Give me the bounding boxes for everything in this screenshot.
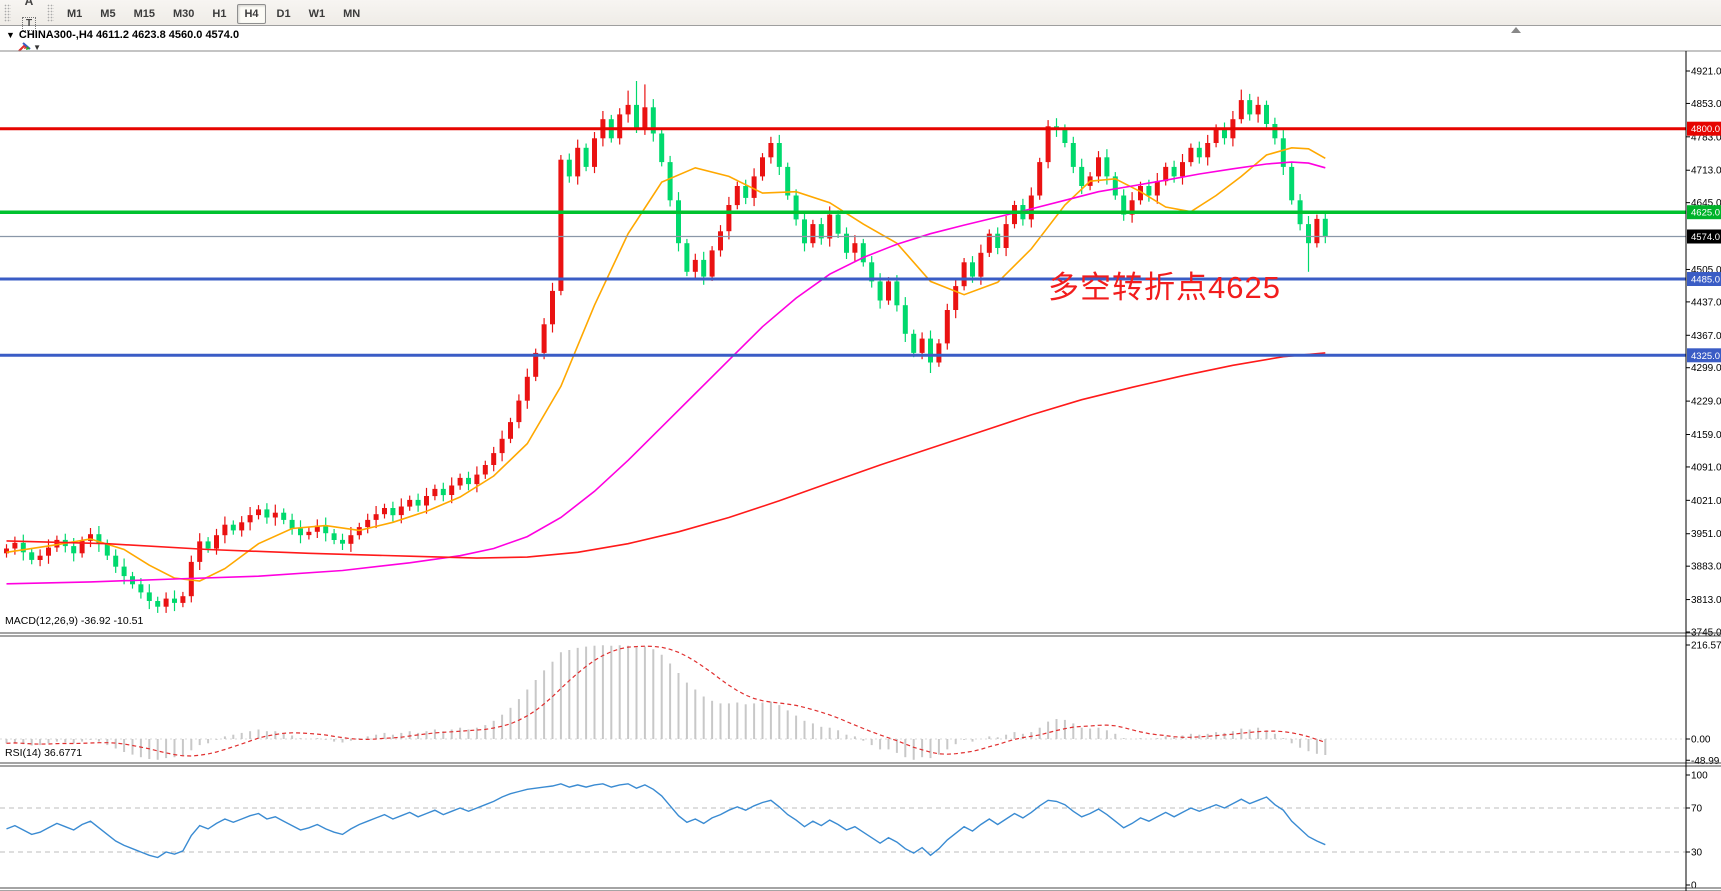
panel-borders	[0, 50, 1721, 891]
svg-text:4783.0: 4783.0	[1691, 132, 1721, 143]
svg-text:4325.0: 4325.0	[1691, 351, 1720, 362]
svg-text:4437.0: 4437.0	[1691, 297, 1721, 308]
svg-text:30: 30	[1691, 848, 1703, 859]
price-badge	[1687, 205, 1721, 220]
tf-button-W1[interactable]: W1	[308, 7, 326, 20]
svg-text:4159.0: 4159.0	[1691, 430, 1721, 441]
candles-layer	[4, 81, 1328, 613]
svg-text:3813.0: 3813.0	[1691, 595, 1721, 606]
svg-text:4713.0: 4713.0	[1691, 166, 1721, 177]
chart-area[interactable]: 4921.0 4853.0 4783.0 4713.0 4645.0 4505.0 4437…	[0, 25, 1721, 891]
price-badge	[1687, 121, 1721, 136]
toolbar-grip-2[interactable]	[47, 3, 54, 22]
svg-text:4367.0: 4367.0	[1691, 331, 1721, 342]
svg-text:4505.0: 4505.0	[1691, 265, 1721, 276]
svg-text:100: 100	[1691, 771, 1708, 782]
price-badge	[1687, 272, 1721, 286]
svg-text:4091.0: 4091.0	[1691, 462, 1721, 473]
svg-text:3883.0: 3883.0	[1691, 562, 1721, 573]
svg-text:4853.0: 4853.0	[1691, 99, 1721, 110]
fast-ma-orange	[6, 146, 1326, 582]
svg-text:216.57: 216.57	[1691, 641, 1721, 652]
svg-text:0: 0	[1691, 881, 1697, 891]
text-label-icon[interactable]: A	[24, 0, 34, 8]
svg-text:4574.0: 4574.0	[1691, 232, 1720, 243]
macd-panel: 216.57 0.00 -48.99	[0, 641, 1721, 767]
toolbar-grip[interactable]	[4, 3, 11, 22]
macd-indicator-label: MACD(12,26,9) -36.92 -10.51	[5, 615, 144, 627]
price-axis: 4921.0 4853.0 4783.0 4713.0 4645.0 4505.0 4437…	[1686, 67, 1721, 639]
svg-text:4299.0: 4299.0	[1691, 363, 1721, 374]
tf-button-M30[interactable]: M30	[172, 7, 195, 20]
color-cycle-arrows-icon[interactable]: ▼	[16, 36, 42, 59]
tf-button-H1[interactable]: H1	[212, 7, 227, 20]
svg-text:4800.0: 4800.0	[1691, 124, 1720, 135]
quote-line: ▼ CHINA300-,H4 4611.2 4623.8 4560.0 4574.…	[6, 29, 239, 41]
chart-canvas[interactable]: 4921.0 4853.0 4783.0 4713.0 4645.0 4505.0 4437…	[0, 25, 1721, 891]
tf-button-H4[interactable]: H4	[237, 3, 266, 24]
svg-text:4921.0: 4921.0	[1691, 67, 1721, 78]
svg-text:4645.0: 4645.0	[1691, 198, 1721, 209]
horizontal-levels[interactable]	[0, 127, 1686, 357]
drawing-tools-group: FAT▼	[15, 0, 43, 59]
svg-text:4021.0: 4021.0	[1691, 496, 1721, 507]
svg-text:4485.0: 4485.0	[1691, 274, 1720, 285]
svg-text:4229.0: 4229.0	[1691, 397, 1721, 408]
quote-text: CHINA300-,H4 4611.2 4623.8 4560.0 4574.0	[18, 29, 240, 41]
tf-button-D1[interactable]: D1	[276, 7, 291, 20]
text-box-icon[interactable]: T	[16, 13, 42, 36]
chart-text-annotation[interactable]: 多空转折点4625	[1048, 270, 1281, 305]
symbol-dropdown-icon[interactable]: ▼	[6, 30, 15, 40]
timeframes-group: M1 M5 M15 M30 H1 H4 D1 W1 MN	[58, 3, 369, 24]
price-badge	[1687, 348, 1721, 363]
tf-button-M5[interactable]: M5	[100, 7, 116, 20]
svg-text:70: 70	[1691, 804, 1703, 815]
mid-ma-magenta	[6, 161, 1326, 585]
tf-button-MN[interactable]: MN	[343, 7, 361, 20]
slow-ma-red	[6, 352, 1326, 559]
rsi-indicator-label: RSI(14) 36.6771	[5, 747, 83, 759]
tf-button-M1[interactable]: M1	[67, 7, 83, 20]
svg-text:4625.0: 4625.0	[1691, 208, 1720, 219]
price-badge	[1687, 229, 1721, 244]
svg-text:-48.99: -48.99	[1691, 756, 1720, 767]
tf-button-M15[interactable]: M15	[133, 7, 155, 20]
macd-signal-line	[6, 645, 1326, 757]
svg-text:3951.0: 3951.0	[1691, 529, 1721, 540]
rsi-panel: 100 70 30 0	[0, 771, 1708, 891]
rsi-line	[6, 783, 1326, 859]
svg-text:0.00: 0.00	[1691, 735, 1711, 746]
chart-shift-marker[interactable]	[1511, 27, 1521, 33]
